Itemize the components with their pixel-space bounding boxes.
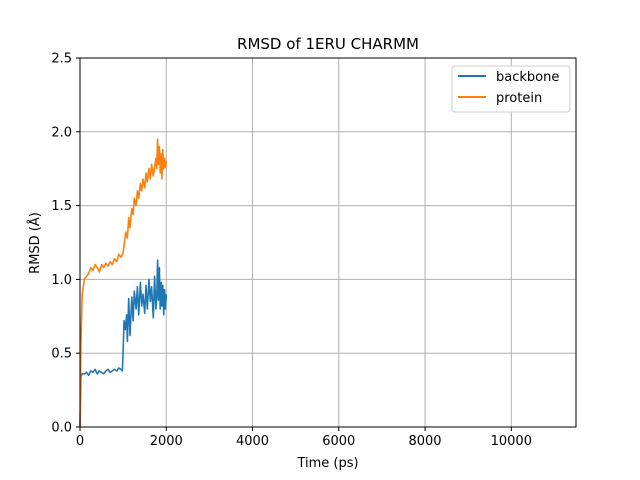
legend-box	[451, 65, 571, 113]
plot-area: 0 2000 4000 6000 8000 10000 0.0 0.5 1.0 1.5 2.0 2.…	[51, 52, 577, 449]
y-tick-label: 1.5	[51, 199, 72, 214]
y-tick-label: 0.5	[51, 347, 72, 362]
x-axis-label: Time (ps)	[296, 456, 358, 471]
plot-background	[80, 58, 576, 427]
x-tick-label: 0	[76, 434, 84, 449]
series-layer	[79, 138, 168, 428]
y-tick-label: 0.0	[51, 421, 72, 436]
y-tick-label: 2.5	[51, 52, 72, 67]
legend-label-backbone: backbone	[496, 70, 559, 85]
legend-label-protein: protein	[496, 91, 542, 106]
x-tick-label: 10000	[491, 434, 532, 449]
x-tick-label: 4000	[236, 434, 269, 449]
series-line-backbone	[79, 259, 168, 428]
y-axis: 0.0 0.5 1.0 1.5 2.0 2.5	[51, 52, 80, 436]
x-axis: 0 2000 4000 6000 8000 10000	[76, 427, 532, 449]
series-line-protein	[79, 138, 168, 428]
y-tick-label: 2.0	[51, 125, 72, 140]
y-tick-label: 1.0	[51, 273, 72, 288]
chart-title: RMSD of 1ERU CHARMM	[237, 35, 419, 53]
plot-frame	[79, 57, 577, 428]
legend: backbone protein	[451, 65, 571, 113]
x-tick-label: 6000	[322, 434, 355, 449]
x-tick-label: 8000	[408, 434, 441, 449]
x-tick-label: 2000	[150, 434, 183, 449]
y-axis-label: RMSD (Å)	[27, 212, 43, 274]
